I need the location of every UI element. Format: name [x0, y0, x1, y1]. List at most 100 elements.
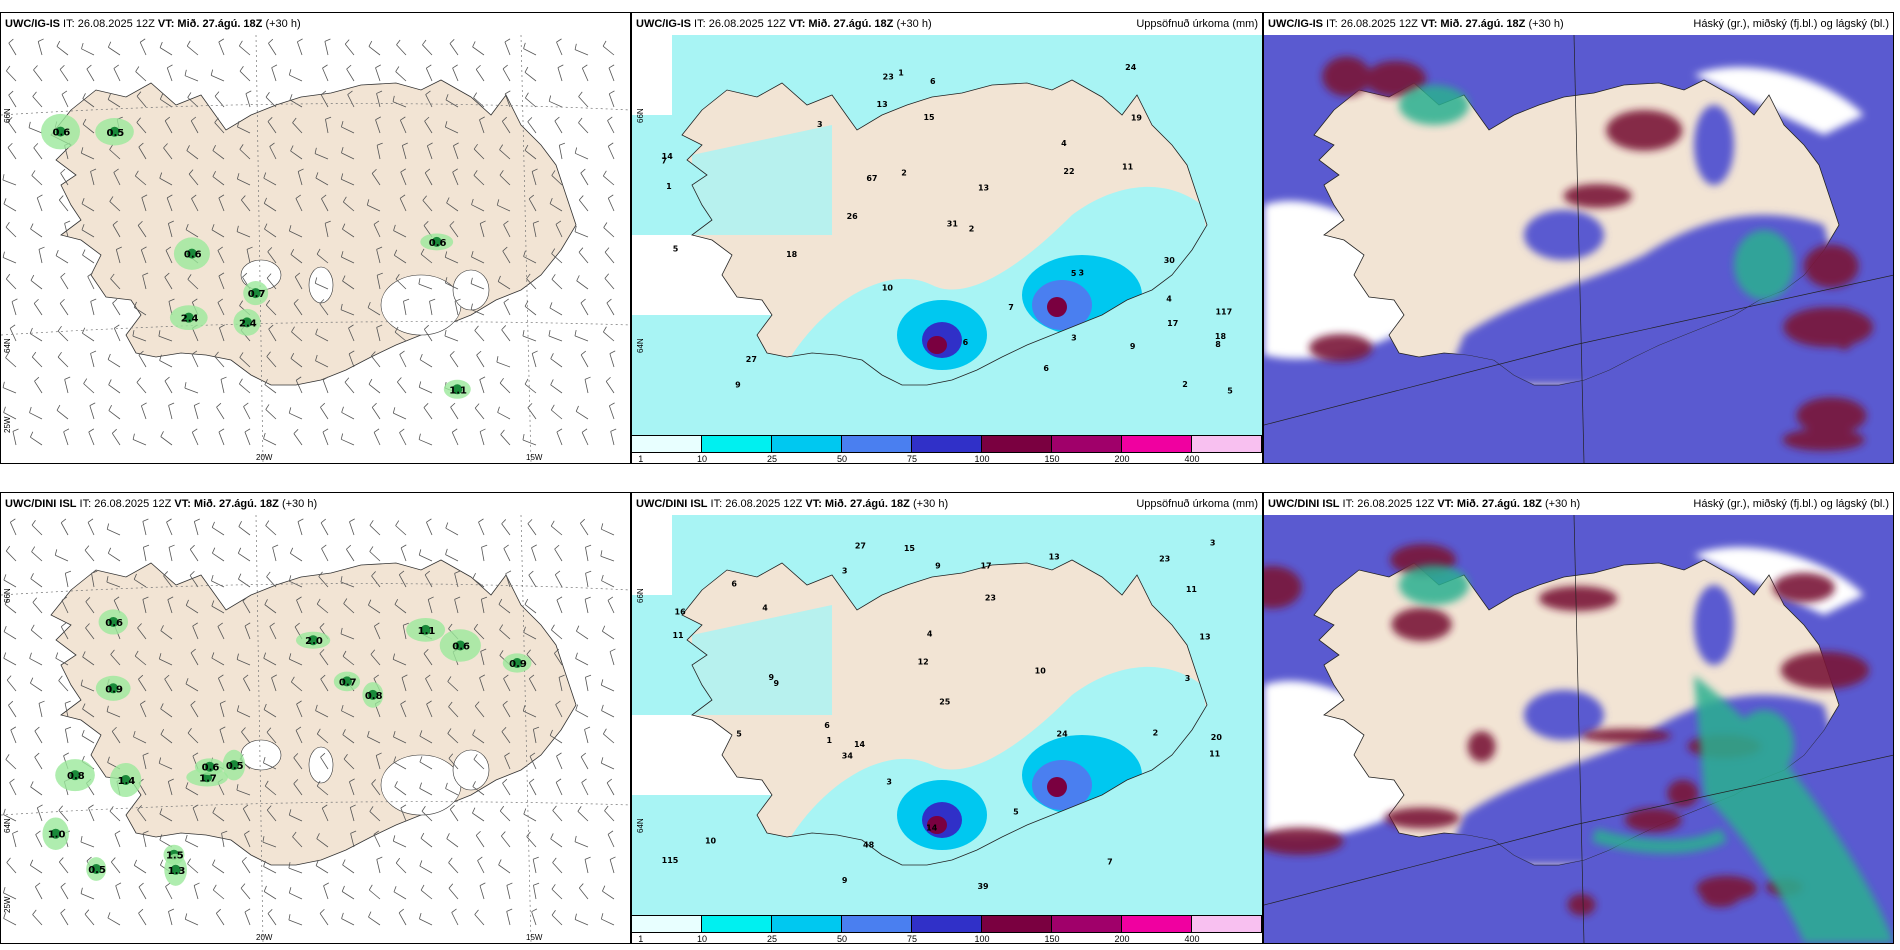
model-name: UWC/IG-IS: [1268, 18, 1323, 30]
cloud-map: [1264, 515, 1893, 943]
precip-value: 20: [1211, 733, 1223, 742]
precip-value: 13: [877, 100, 888, 109]
precip-value: 5: [736, 729, 742, 738]
lead-time: (+30: [265, 18, 288, 30]
precip-value: 13: [978, 184, 989, 193]
precip-value: 3: [817, 120, 823, 129]
precip-value: 3: [842, 567, 848, 576]
precip-value: 3: [1079, 268, 1085, 277]
precip-value: 9: [735, 380, 741, 389]
fog-value: 0.9: [105, 684, 123, 695]
fog-value: 0.8: [67, 771, 85, 782]
colorbar-swatch: [982, 916, 1052, 932]
precip-value: 1: [666, 182, 672, 191]
colorbar-label: 25: [766, 454, 777, 464]
init-time: IT: 26.08.2025 12Z: [691, 18, 789, 30]
latitude-label: 66N: [636, 108, 645, 123]
colorbar-label: 1: [638, 454, 644, 464]
colorbar-label: 50: [836, 934, 848, 944]
fog-value: 0.6: [452, 641, 470, 652]
latitude-label: 25W: [3, 416, 12, 433]
fog-value: 0.5: [226, 761, 244, 772]
valid-time: Mið. 27.ágú. 18Z: [1456, 498, 1542, 510]
precip-value: 10: [1035, 667, 1047, 676]
fog-map: 0.7 0.5 1.1 2.4 2.4 0.6 0.6 0.6: [1, 35, 630, 463]
panel-header: UWC/DINI ISL IT: 26.08.2025 12Z VT: Mið.…: [632, 493, 1262, 515]
precip-value: 11: [1122, 163, 1134, 172]
colorbar-swatch: [702, 916, 772, 932]
precip-value: 4: [762, 604, 768, 613]
colorbar-swatch: [1122, 916, 1192, 932]
precip-value: 1: [827, 736, 833, 745]
precip-value: 34: [842, 751, 854, 760]
colorbar-label: 200: [1114, 454, 1130, 464]
fog-value: 2.4: [239, 318, 257, 329]
init-time: IT: 26.08.2025 12Z: [1339, 498, 1438, 510]
init-time: IT: 26.08.2025 12Z: [1323, 18, 1421, 30]
high-cloud: [1399, 565, 1893, 943]
valid-time-label: VT:: [174, 498, 191, 510]
init-time: IT: 26.08.2025 12Z: [76, 498, 175, 510]
colorbar-swatch: [1192, 916, 1262, 932]
precip-value: 5: [1227, 387, 1233, 396]
precip-map-panel-ig: UWC/IG-IS IT: 26.08.2025 12Z VT: Mið. 27…: [631, 12, 1263, 464]
panel-header: UWC/IG-IS IT: 26.08.2025 12Z VT: Mið. 27…: [1264, 13, 1893, 35]
precip-value: 16: [675, 608, 687, 617]
precip-values: 3214326571014131893642157815243126276711…: [661, 63, 1233, 396]
fog-value: 1.1: [418, 626, 436, 637]
fog-value: 0.7: [248, 289, 266, 300]
precip-value: 15: [923, 113, 935, 122]
colorbar-swatch: [702, 436, 772, 452]
precip-value: 27: [746, 355, 757, 364]
latitude-label: 64N: [636, 818, 645, 833]
glacier: [452, 269, 490, 311]
precip-value: 2: [969, 225, 975, 234]
colorbar-swatch: [912, 436, 982, 452]
lead-time: (+30 h): [896, 18, 932, 30]
precip-map: 3124569101331461159102325273934481151611…: [632, 515, 1262, 915]
precip-value: 23: [1159, 555, 1170, 564]
valid-time: Mið. 27.ágú. 18Z: [808, 18, 894, 30]
colorbar-swatch: [772, 916, 842, 932]
precip-value: 14: [662, 152, 674, 161]
precip-value: 10: [882, 284, 894, 293]
precip-value: 3: [1071, 333, 1077, 342]
precip-value: 39: [977, 882, 989, 891]
lead-time: (+30 h): [1528, 18, 1564, 30]
precip-value: 11: [672, 631, 684, 640]
graticule: [1, 35, 630, 463]
glacier: [452, 749, 490, 791]
precip-value: 9: [842, 876, 848, 885]
latitude-label: 64N: [636, 338, 645, 353]
precip-value: 9: [935, 562, 941, 571]
colorbar-label: 200: [1114, 934, 1130, 944]
precip-value: 14: [854, 740, 866, 749]
fog-value: 0.9: [509, 659, 527, 670]
lead-time-unit: h): [287, 18, 301, 30]
cloud-map-panel-ig: UWC/IG-IS IT: 26.08.2025 12Z VT: Mið. 27…: [1263, 12, 1894, 464]
precip-value: 12: [918, 658, 929, 667]
graticule: [1, 515, 630, 943]
dry-area: [632, 515, 672, 595]
precip-value: 24: [1125, 63, 1137, 72]
precip-value: 27: [855, 541, 866, 550]
colorbar-label: 400: [1184, 454, 1200, 464]
latitude-label: 64N: [3, 818, 12, 833]
glacier: [308, 746, 334, 784]
precip-value: 6: [930, 77, 936, 86]
colorbar-swatch: [1192, 436, 1262, 452]
colorbar-swatch: [1122, 436, 1192, 452]
valid-time: Mið. 27.ágú. 18Z: [193, 498, 279, 510]
colorbar-label: 10: [696, 934, 707, 944]
lead-time: (+30 h): [912, 498, 949, 510]
longitude-label: 15W: [526, 453, 543, 462]
precip-value: 2: [1153, 728, 1159, 737]
colorbar-label: 25: [766, 934, 777, 944]
colorbar-label: 100: [974, 934, 990, 944]
precip-value: 4: [1166, 294, 1172, 303]
fog-value: 0.6: [105, 618, 123, 629]
precip-value: 13: [1199, 632, 1210, 641]
model-name: UWC/IG-IS: [5, 18, 60, 30]
colorbar-swatch: [842, 436, 912, 452]
precip-value: 67: [866, 174, 877, 183]
